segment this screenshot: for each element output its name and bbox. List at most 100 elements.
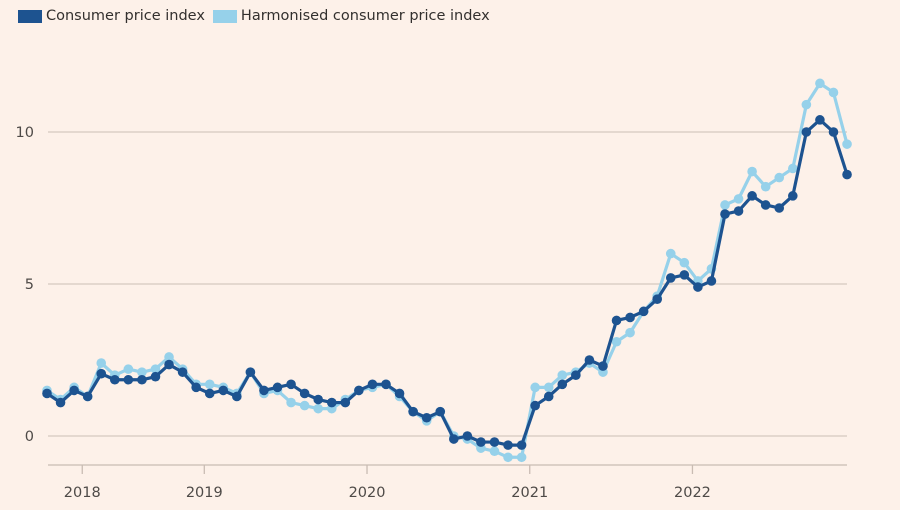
data-point [788, 191, 798, 201]
data-point [557, 370, 568, 381]
data-point [110, 374, 120, 385]
legend-item-cpi: Consumer price index [18, 8, 205, 24]
data-point [543, 382, 554, 393]
legend-swatch-cpi [18, 9, 42, 23]
data-point [516, 440, 527, 450]
data-point [435, 406, 446, 417]
data-point [313, 403, 324, 414]
data-point [326, 397, 337, 408]
data-point [272, 382, 283, 393]
data-point [747, 191, 757, 201]
data-point [354, 385, 364, 396]
data-point [706, 276, 717, 286]
data-point [842, 139, 852, 149]
data-point [150, 371, 161, 382]
data-point [720, 209, 730, 219]
data-point [150, 364, 161, 374]
data-point [503, 452, 513, 463]
data-point [476, 437, 486, 447]
legend-label-cpi: Consumer price index [46, 8, 205, 24]
data-point [177, 367, 188, 377]
series-lines [42, 78, 852, 463]
data-point [123, 374, 134, 385]
data-point [679, 257, 690, 268]
x-tick-label: 2019 [186, 485, 223, 501]
data-point [733, 206, 744, 216]
data-point [720, 200, 730, 210]
data-point [313, 394, 324, 405]
data-point [191, 382, 201, 393]
data-point [774, 203, 785, 213]
data-point [164, 352, 174, 362]
data-point [571, 370, 581, 381]
data-point [815, 78, 825, 89]
data-point [760, 181, 771, 192]
y-tick-label: 0 [25, 429, 34, 445]
data-point [557, 379, 568, 390]
data-point [665, 248, 676, 259]
data-point [760, 200, 771, 210]
data-point [801, 99, 812, 110]
data-point [55, 397, 66, 408]
data-point [489, 437, 500, 447]
data-point [96, 368, 107, 379]
data-point [137, 374, 147, 385]
data-point [543, 391, 554, 402]
data-point [69, 385, 79, 396]
x-axis: 2018 2019 2020 2021 2022 [48, 464, 847, 501]
legend-item-hicp: Harmonised consumer price index [212, 8, 490, 24]
data-point [625, 312, 635, 323]
data-point [679, 270, 690, 280]
data-point [204, 379, 215, 390]
data-point [299, 400, 310, 411]
data-point [232, 391, 242, 402]
data-point [381, 379, 391, 390]
data-point [286, 397, 296, 408]
data-point [584, 355, 595, 365]
y-tick-label: 10 [16, 125, 34, 141]
data-point [828, 87, 839, 98]
data-point [123, 364, 134, 374]
data-point [286, 379, 296, 390]
data-point [340, 397, 351, 408]
data-point [408, 406, 418, 417]
series-hicp [42, 78, 852, 463]
series-line [46, 118, 849, 447]
data-point [164, 359, 174, 370]
data-point [42, 388, 52, 399]
data-point [421, 412, 432, 423]
data-point [299, 388, 310, 399]
series-line [46, 81, 849, 459]
data-point [137, 367, 147, 377]
x-tick-label: 2022 [674, 485, 711, 501]
data-point [625, 327, 635, 338]
x-tick-label: 2018 [64, 485, 101, 501]
data-point [530, 382, 540, 393]
data-point [218, 385, 229, 396]
data-point [801, 127, 812, 137]
data-point [842, 169, 852, 180]
data-point [503, 440, 513, 450]
data-point [462, 431, 473, 441]
data-point [96, 358, 107, 368]
data-point [828, 127, 839, 137]
data-point [516, 452, 527, 463]
legend-label-hicp: Harmonised consumer price index [240, 8, 490, 24]
series-cpi [42, 115, 852, 450]
legend: Consumer price index Harmonised consumer… [18, 8, 498, 24]
data-point [367, 379, 378, 390]
data-point [611, 315, 622, 326]
data-point [489, 446, 500, 457]
data-point [611, 336, 622, 347]
data-point [788, 163, 798, 174]
gridlines: 0 5 10 [16, 125, 847, 445]
y-tick-label: 5 [25, 277, 34, 293]
data-point [394, 388, 405, 399]
data-point [747, 166, 757, 177]
data-point [638, 306, 649, 317]
data-point [693, 282, 703, 292]
data-point [82, 391, 93, 402]
data-point [449, 434, 459, 444]
data-point [665, 273, 676, 283]
